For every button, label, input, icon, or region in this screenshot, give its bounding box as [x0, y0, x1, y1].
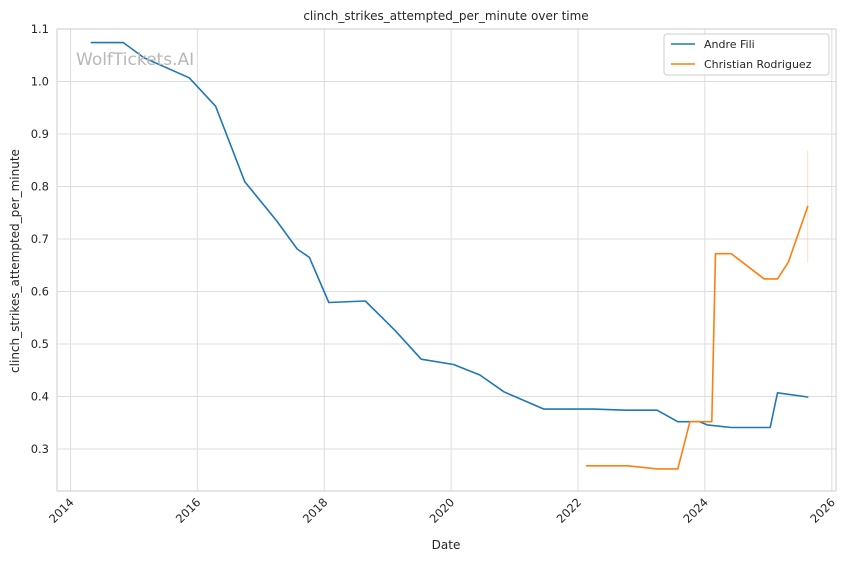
y-tick-label: 0.7	[31, 232, 49, 246]
grid	[57, 28, 836, 491]
series-line-christian-rodriguez	[585, 205, 809, 470]
series-layer	[90, 41, 809, 470]
y-tick-label: 0.8	[31, 180, 49, 194]
y-axis-ticks: 0.3 0.4 0.5 0.6 0.7 0.8 0.9 1.0 1.1	[31, 22, 49, 456]
x-axis-title: Date	[432, 538, 461, 552]
y-tick-label: 0.6	[31, 285, 49, 299]
watermark: WolfTickets.AI	[76, 50, 194, 70]
legend-label-andre-fili: Andre Fili	[704, 38, 755, 51]
y-tick-label: 0.3	[31, 442, 49, 456]
series-line-andre-fili	[90, 41, 809, 429]
y-tick-label: 0.4	[31, 390, 49, 404]
y-tick-label: 0.9	[31, 127, 49, 141]
chart-title: clinch_strikes_attempted_per_minute over…	[303, 9, 588, 23]
legend-label-christian-rodriguez: Christian Rodriguez	[704, 58, 812, 71]
legend-box	[663, 33, 830, 76]
y-tick-label: 1.1	[31, 22, 49, 36]
legend: Andre Fili Christian Rodriguez	[663, 33, 830, 76]
y-tick-label: 0.5	[31, 337, 49, 351]
plot-frame	[56, 28, 837, 492]
y-tick-label: 1.0	[31, 75, 49, 89]
y-axis-title: clinch_strikes_attempted_per_minute	[8, 149, 22, 373]
